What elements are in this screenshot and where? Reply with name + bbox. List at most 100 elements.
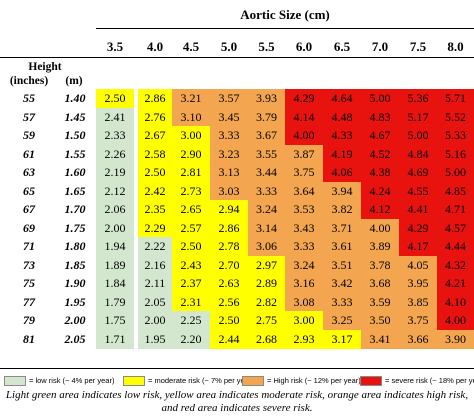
risk-index-cell: 2.44 — [210, 329, 248, 349]
risk-index-cell: 3.23 — [210, 144, 248, 164]
risk-index-cell: 3.33 — [323, 292, 361, 312]
risk-index-cell: 3.90 — [437, 329, 474, 349]
risk-index-cell: 3.82 — [323, 200, 361, 219]
aortic-size-column-header: 6.0 — [295, 39, 313, 54]
risk-index-cell: 4.44 — [437, 237, 474, 256]
risk-index-cell: 2.86 — [210, 218, 248, 238]
risk-index-cell: 5.36 — [399, 89, 437, 108]
risk-index-cell: 2.89 — [248, 274, 285, 293]
table-row: 73 1.85 1.89 2.16 2.43 2.70 2.97 3.24 3.51 3.78 4.… — [0, 255, 474, 275]
risk-index-cell: 5.16 — [437, 144, 474, 164]
risk-index-cell: 2.63 — [210, 274, 248, 293]
risk-index-cell: 2.58 — [138, 144, 172, 164]
risk-index-cell: 5.00 — [437, 163, 474, 182]
risk-index-cell: 2.05 — [138, 292, 172, 312]
risk-index-cell: 2.22 — [138, 237, 172, 256]
height-inches-value: 63 — [23, 165, 35, 179]
risk-index-cell: 2.86 — [138, 89, 172, 108]
height-inches-value: 71 — [23, 239, 35, 253]
risk-index-cell: 1.94 — [96, 237, 134, 256]
aortic-size-column-header: 7.0 — [371, 39, 389, 54]
risk-index-cell: 2.50 — [96, 89, 134, 108]
risk-index-cell: 3.94 — [323, 181, 361, 201]
height-meters-unit: (m) — [65, 75, 83, 87]
risk-index-cell: 2.29 — [138, 218, 172, 238]
risk-index-cell: 4.05 — [399, 255, 437, 275]
risk-index-cell: 3.79 — [248, 107, 285, 127]
risk-index-cell: 4.64 — [323, 89, 361, 108]
risk-index-cell: 2.50 — [138, 163, 172, 182]
legend-swatch — [123, 376, 145, 386]
height-inches-value: 79 — [23, 313, 35, 327]
legend-label: = moderate risk (~ 7% per year) — [148, 376, 254, 385]
risk-index-cell: 3.53 — [285, 200, 323, 219]
height-inches-value: 75 — [23, 276, 35, 290]
risk-index-cell: 2.00 — [96, 218, 134, 238]
risk-index-cell: 3.10 — [172, 107, 210, 127]
risk-index-cell: 4.83 — [361, 107, 399, 127]
risk-index-cell: 4.85 — [437, 181, 474, 201]
risk-index-cell: 2.37 — [172, 274, 210, 293]
risk-index-cell: 3.00 — [172, 126, 210, 145]
aortic-size-column-header: 5.0 — [220, 39, 238, 54]
table-row: 67 1.70 2.06 2.35 2.65 2.94 3.24 3.53 3.82 4.12 4.… — [0, 200, 474, 219]
risk-index-cell: 4.00 — [437, 311, 474, 330]
risk-index-cell: 2.97 — [248, 255, 285, 275]
risk-index-cell: 2.35 — [138, 200, 172, 219]
aortic-size-column-header: 8.0 — [447, 39, 464, 54]
risk-index-cell: 4.29 — [399, 218, 437, 238]
risk-index-cell: 3.33 — [248, 181, 285, 201]
height-meters-value: 2.05 — [64, 331, 86, 346]
height-meters-value: 2.00 — [64, 313, 86, 327]
risk-index-cell: 5.17 — [399, 107, 437, 127]
risk-index-cell: 2.06 — [96, 200, 134, 219]
legend-label: = High risk (~ 12% per year) — [267, 376, 361, 385]
height-inches-value: 55 — [23, 91, 35, 105]
risk-index-cell: 2.11 — [138, 274, 172, 293]
risk-index-cell: 4.69 — [399, 163, 437, 182]
risk-index-cell: 4.57 — [437, 218, 474, 238]
risk-index-cell: 2.50 — [210, 311, 248, 330]
risk-index-cell: 2.33 — [96, 126, 134, 145]
table-row: 81 2.05 1.71 1.95 2.20 2.44 2.68 2.93 3.17 3.41 3.… — [0, 329, 474, 349]
risk-index-cell: 4.48 — [323, 107, 361, 127]
title-rule — [96, 28, 474, 29]
risk-index-cell: 4.33 — [323, 126, 361, 145]
risk-index-cell: 3.03 — [210, 181, 248, 201]
risk-index-cell: 1.84 — [96, 274, 134, 293]
height-meters-value: 1.65 — [64, 183, 86, 198]
risk-index-cell: 3.16 — [285, 274, 323, 293]
aortic-size-column-header: 4.0 — [146, 39, 164, 54]
risk-index-cell: 3.57 — [210, 89, 248, 108]
height-meters-value: 1.90 — [64, 276, 86, 290]
risk-index-cell: 3.89 — [361, 237, 399, 256]
risk-index-cell: 3.25 — [323, 311, 361, 330]
risk-index-cell: 2.12 — [96, 181, 134, 201]
height-meters-value: 1.40 — [64, 91, 86, 105]
table-row: 71 1.80 1.94 2.22 2.50 2.78 3.06 3.33 3.61 3.89 4.… — [0, 237, 474, 256]
height-inches-value: 69 — [23, 220, 35, 235]
risk-index-cell: 3.00 — [285, 311, 323, 330]
aortic-size-column-header: 6.5 — [333, 39, 351, 54]
risk-index-cell: 3.93 — [248, 89, 285, 108]
table-row: 77 1.95 1.79 2.05 2.31 2.56 2.82 3.08 3.33 3.59 3.… — [0, 292, 474, 312]
risk-index-cell: 4.12 — [361, 200, 399, 219]
legend-label: = severe risk (~ 18% per year) — [385, 376, 474, 385]
risk-index-cell: 2.93 — [285, 329, 323, 349]
table-row: 65 1.65 2.12 2.42 2.73 3.03 3.33 3.64 3.94 4.24 4.… — [0, 181, 474, 201]
height-meters-value: 1.70 — [64, 202, 86, 216]
risk-index-cell: 5.52 — [437, 107, 474, 127]
aortic-size-column-header: 4.5 — [182, 39, 200, 54]
risk-index-cell: 3.59 — [361, 292, 399, 312]
risk-index-cell: 2.42 — [138, 181, 172, 201]
risk-index-cell: 2.19 — [96, 163, 134, 182]
aortic-size-header-row: 3.5 4.0 4.5 5.0 5.5 6.0 6.5 7.0 7.5 8.0 — [96, 37, 474, 57]
risk-index-cell: 3.68 — [361, 274, 399, 293]
risk-index-cell: 3.13 — [210, 163, 248, 182]
risk-index-cell: 3.71 — [323, 218, 361, 238]
table-caption: Light green area indicates low risk, yel… — [5, 389, 469, 414]
table-row: 57 1.45 2.41 2.76 3.10 3.45 3.79 4.14 4.48 4.83 5.… — [0, 107, 474, 127]
risk-index-cell: 2.25 — [172, 311, 210, 330]
height-meters-value: 1.80 — [64, 239, 86, 253]
height-label: Height — [28, 61, 62, 73]
